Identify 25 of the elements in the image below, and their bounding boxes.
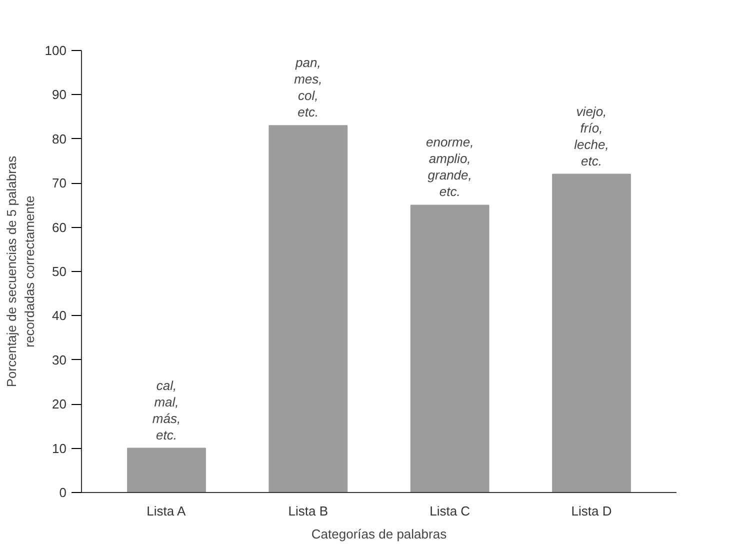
x-tick-label: Lista B <box>288 504 328 518</box>
y-tick-label: 20 <box>52 396 67 412</box>
y-tick-label: 40 <box>52 308 67 324</box>
bar <box>410 204 490 492</box>
bar <box>268 125 348 492</box>
annotation: pan, mes, col, etc. <box>294 55 322 120</box>
y-tick-label: 70 <box>52 176 67 191</box>
annotation: enorme, amplio, grande, etc. <box>426 134 474 200</box>
y-axis-title: Porcentaje de secuencias de 5 palabras recordadas correctamente <box>4 155 37 388</box>
y-tick-label: 80 <box>52 131 67 146</box>
x-tick-label: Lista C <box>430 504 470 518</box>
x-tick-label: Lista D <box>571 504 612 518</box>
y-tick-label: 90 <box>52 87 67 102</box>
y-tick-label: 10 <box>52 440 67 456</box>
bar <box>552 174 631 492</box>
x-axis-title: Categorías de palabras <box>311 526 448 542</box>
x-tick-label: Lista A <box>146 504 186 518</box>
y-tick-label: 50 <box>52 264 67 279</box>
bar <box>127 448 206 492</box>
y-tick-label: 0 <box>59 485 67 500</box>
y-tick-label: 60 <box>52 220 67 235</box>
y-tick-label: 100 <box>44 43 67 58</box>
annotation: cal, mal, más, etc. <box>152 378 181 442</box>
y-tick-label: 30 <box>52 352 67 368</box>
annotation: viejo, frío, leche, etc. <box>574 104 609 168</box>
